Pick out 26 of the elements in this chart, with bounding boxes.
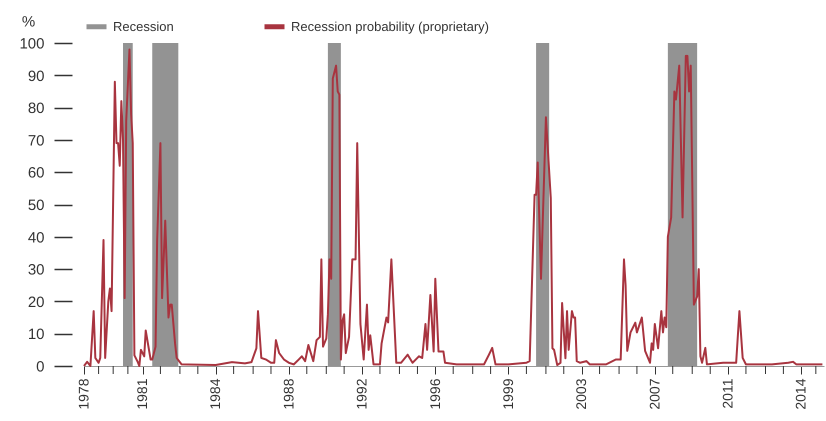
y-tick-label: 50 (28, 197, 44, 214)
x-tick-label: 1999 (500, 378, 516, 410)
y-tick-label: 20 (28, 294, 44, 311)
y-tick-label: 70 (28, 132, 44, 150)
x-tick-label: 2003 (573, 378, 590, 410)
legend-label: Recession probability (proprietary) (291, 18, 489, 34)
y-tick-label: 40 (28, 229, 44, 246)
y-tick-label: 60 (28, 164, 44, 182)
y-tick-label: 90 (28, 68, 44, 85)
x-tick-label: 2014 (792, 378, 809, 410)
y-axis-title: % (22, 14, 36, 30)
legend-label: Recession (113, 18, 174, 34)
line-series (83, 48, 824, 367)
y-tick-label: 80 (28, 100, 44, 118)
x-tick-label: 1988 (280, 378, 296, 410)
y-tick-label: 0 (36, 358, 44, 376)
x-tick-label: 2011 (720, 378, 736, 409)
x-tick-label: 1992 (354, 378, 370, 410)
y-tick-label: 100 (19, 36, 44, 52)
x-tick-label: 1984 (207, 378, 224, 410)
x-tick-label: 1996 (426, 378, 443, 410)
y-tick-label: 30 (28, 262, 44, 279)
y-tick-label: 10 (28, 326, 44, 344)
x-tick-label: 1978 (76, 378, 92, 410)
x-tick-label: 1981 (134, 378, 150, 410)
x-tick-label: 2007 (646, 378, 662, 410)
